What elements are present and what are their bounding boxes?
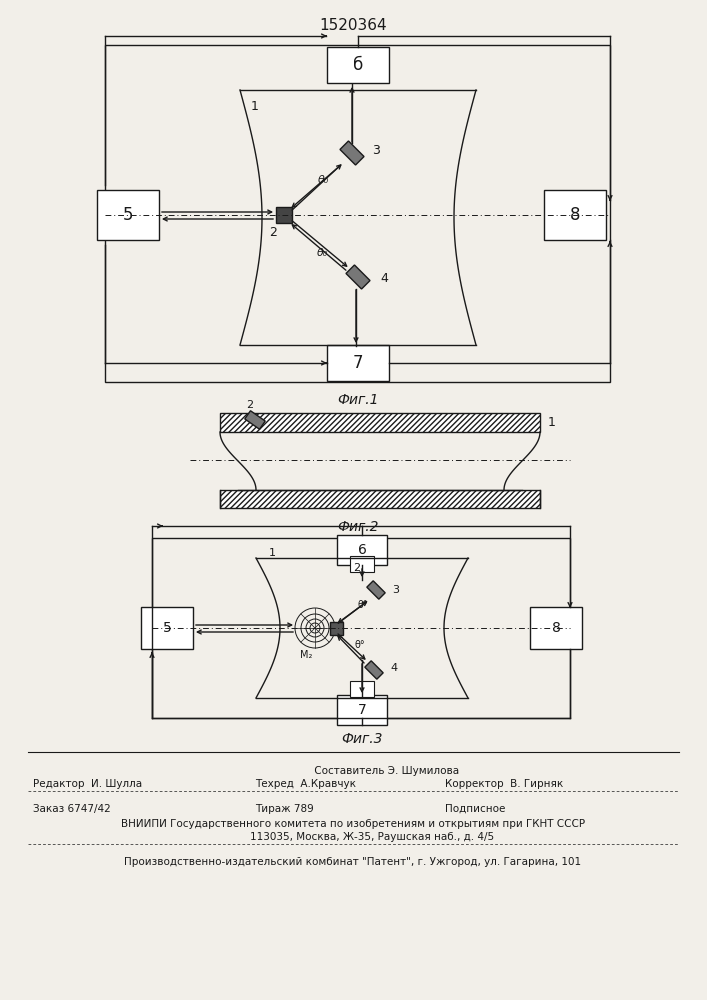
Bar — [141, 607, 193, 649]
Bar — [365, 661, 383, 679]
Text: 3: 3 — [372, 143, 380, 156]
Text: θ°: θ° — [355, 640, 366, 650]
Bar — [350, 556, 374, 572]
Text: 4: 4 — [380, 271, 388, 284]
Bar — [97, 190, 159, 240]
Text: 113035, Москва, Ж-35, Раушская наб., д. 4/5: 113035, Москва, Ж-35, Раушская наб., д. … — [211, 832, 495, 842]
Text: 8: 8 — [551, 621, 561, 635]
Text: 6: 6 — [358, 543, 366, 557]
Bar — [544, 190, 606, 240]
Text: 4: 4 — [390, 663, 397, 673]
Bar — [350, 681, 374, 697]
Bar — [327, 47, 389, 83]
Bar — [330, 622, 343, 635]
Text: 1: 1 — [548, 416, 556, 428]
Text: Производственно-издательский комбинат "Патент", г. Ужгород, ул. Гагарина, 101: Производственно-издательский комбинат "П… — [124, 857, 582, 867]
Bar — [340, 141, 364, 165]
Bar — [337, 535, 387, 565]
Text: Составитель Э. Шумилова: Составитель Э. Шумилова — [247, 766, 460, 776]
Bar — [276, 207, 292, 223]
Text: Фиг.1: Фиг.1 — [337, 393, 379, 407]
Text: θ₀: θ₀ — [316, 248, 327, 258]
Text: Заказ 6747/42: Заказ 6747/42 — [33, 804, 111, 814]
Bar — [327, 345, 389, 381]
Bar — [346, 265, 370, 289]
Text: б: б — [353, 56, 363, 74]
Text: Тираж 789: Тираж 789 — [255, 804, 314, 814]
Text: M₂: M₂ — [300, 650, 312, 660]
Text: 2: 2 — [353, 563, 360, 573]
Text: 7: 7 — [353, 354, 363, 372]
Text: 7: 7 — [358, 703, 366, 717]
Bar — [105, 45, 610, 382]
Bar — [220, 490, 540, 508]
Bar — [367, 581, 385, 599]
Text: 5: 5 — [123, 206, 133, 224]
Bar — [337, 695, 387, 725]
Text: 5: 5 — [163, 621, 171, 635]
Text: 2: 2 — [269, 226, 277, 238]
Text: 1: 1 — [269, 548, 276, 558]
Text: Корректор  В. Гирняк: Корректор В. Гирняк — [445, 779, 563, 789]
Text: 1: 1 — [251, 100, 259, 113]
Text: Фиг.2: Фиг.2 — [337, 520, 379, 534]
Text: Фиг.3: Фиг.3 — [341, 732, 382, 746]
Text: 2: 2 — [247, 400, 254, 410]
Text: Техред  А.Кравчук: Техред А.Кравчук — [255, 779, 356, 789]
Bar — [530, 607, 582, 649]
Bar — [245, 411, 265, 429]
Bar — [220, 413, 540, 432]
Text: θ°: θ° — [358, 600, 368, 610]
Text: 8: 8 — [570, 206, 580, 224]
Text: θ₀: θ₀ — [317, 175, 329, 185]
Text: Редактор  И. Шулла: Редактор И. Шулла — [33, 779, 142, 789]
Text: 1520364: 1520364 — [319, 18, 387, 33]
Bar — [152, 538, 570, 718]
Text: ВНИИПИ Государственного комитета по изобретениям и открытиям при ГКНТ СССР: ВНИИПИ Государственного комитета по изоб… — [121, 819, 585, 829]
Text: Подписное: Подписное — [445, 804, 506, 814]
Text: 3: 3 — [392, 585, 399, 595]
